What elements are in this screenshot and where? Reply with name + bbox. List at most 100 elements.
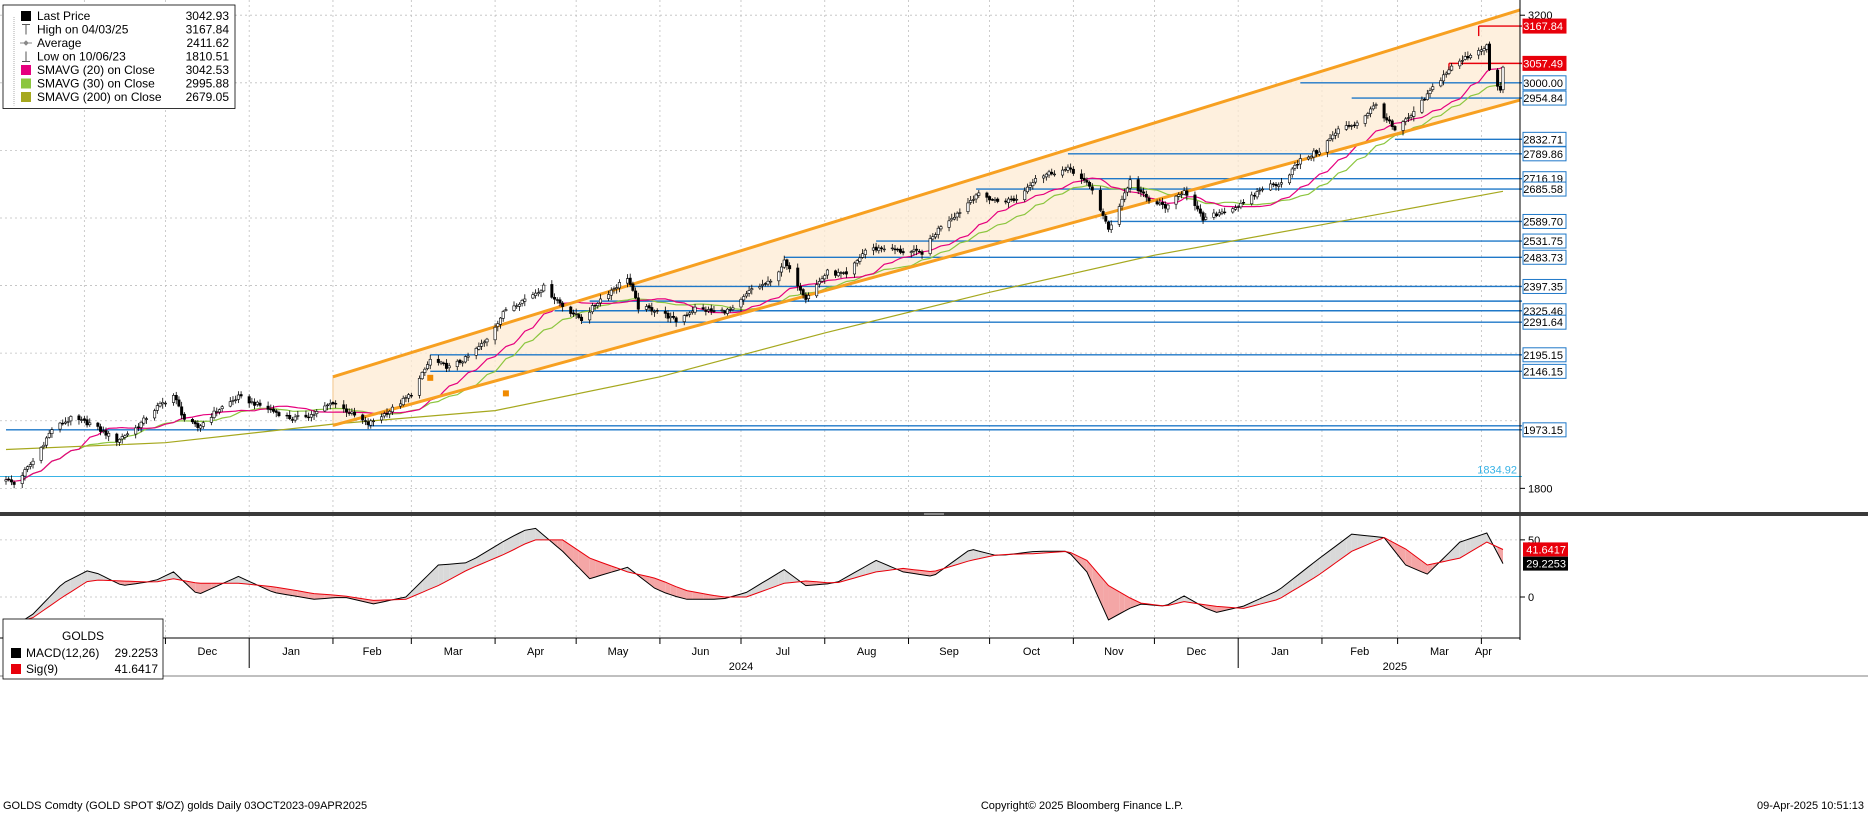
level-label-text: 2589.70 [1523, 216, 1563, 228]
macd-fill [1405, 549, 1412, 568]
candle-body [88, 422, 92, 426]
candle-body [1385, 117, 1389, 121]
candle-body [1120, 199, 1124, 207]
legend-label: High on 04/03/25 [37, 23, 129, 37]
candle-body [1296, 163, 1300, 166]
candle-body [1031, 182, 1035, 187]
candle-body [1336, 128, 1340, 135]
level-label: 3000.00 [1522, 75, 1567, 91]
candle-body [234, 399, 238, 401]
candle-body [82, 418, 86, 421]
level-label: 2954.84 [1522, 90, 1567, 106]
candle-body [1063, 169, 1067, 171]
level-label-text: 2954.84 [1523, 93, 1563, 105]
macd-fill [519, 530, 525, 547]
candle-body [861, 253, 865, 258]
candle-body [1406, 117, 1410, 119]
macd-fill [1124, 594, 1131, 612]
legend-value: 3042.53 [186, 63, 230, 77]
macd-fill [308, 592, 315, 600]
month-label: Nov [1104, 646, 1124, 658]
candle-body [42, 444, 46, 448]
macd-fill [292, 589, 298, 597]
candle-body [815, 284, 819, 297]
candle-body [1344, 125, 1348, 130]
candle-body [272, 408, 276, 412]
candle-body [196, 423, 200, 428]
candle-body [1166, 204, 1170, 210]
candle-body [966, 202, 970, 212]
macd-fill [287, 589, 293, 596]
macd-fill [481, 551, 487, 564]
macd-square-icon [11, 648, 21, 658]
candle-body [1088, 182, 1092, 187]
candle-body [569, 306, 573, 314]
candle-body [823, 275, 827, 280]
candle-body [1258, 189, 1262, 192]
candle-body [371, 420, 375, 423]
candle-body [31, 460, 35, 465]
level-label-box [1522, 75, 1567, 91]
candle-body [534, 292, 538, 296]
candle-body [898, 248, 902, 253]
candle-body [977, 192, 981, 196]
level-label-text: 2291.64 [1523, 317, 1563, 329]
candle-body [104, 430, 108, 436]
macd-fill [703, 593, 709, 600]
macd-fill [195, 582, 201, 594]
candle-body [1236, 206, 1240, 208]
macd-fill [427, 565, 439, 591]
channel-anchor-marker [502, 390, 509, 397]
candle-body [1460, 60, 1464, 62]
candle-body [328, 403, 332, 406]
macd-legend-title: GOLDS [62, 629, 104, 643]
macd-fill [1178, 595, 1185, 603]
candle-body [761, 284, 765, 286]
candle-body [542, 284, 546, 292]
macd-fill [97, 573, 104, 581]
candle-body [777, 271, 781, 282]
candle-body [501, 311, 505, 319]
candle-body [1204, 216, 1208, 220]
candle-body [504, 309, 508, 311]
candle-body [896, 248, 900, 251]
candle-body [996, 198, 1000, 202]
legend-label: SMAVG (20) on Close [37, 63, 155, 77]
candle-body [796, 267, 800, 287]
low-marker-icon [22, 51, 30, 62]
candle-body [636, 297, 640, 310]
level-label-box [1522, 249, 1567, 265]
candle-body [331, 402, 335, 405]
candle-body [939, 226, 943, 230]
macd-fill [1119, 591, 1125, 615]
candle-body [947, 220, 951, 228]
candle-body [258, 402, 262, 406]
candle-body [136, 426, 140, 428]
macd-fill [578, 550, 590, 579]
candle-body [266, 405, 270, 410]
candle-body [1161, 202, 1165, 205]
candle-body [1142, 191, 1146, 194]
macd-fill [589, 558, 596, 579]
macd-fill [967, 549, 974, 562]
candle-body [304, 414, 308, 418]
candle-body [463, 356, 467, 363]
candle-body [1355, 122, 1359, 126]
candle-body [420, 372, 424, 380]
price-legend-box [2, 4, 236, 109]
sma30-line [5, 82, 1504, 482]
candle-body [1423, 98, 1427, 101]
macd-fill [33, 602, 44, 618]
candle-body [1393, 126, 1397, 131]
candle-body [1482, 48, 1486, 52]
candle-body [971, 199, 975, 201]
candle-body [247, 396, 251, 404]
candle-body [1306, 156, 1310, 160]
square-green-icon [21, 78, 31, 89]
legend-label: SMAVG (200) on Close [37, 90, 162, 104]
macd-fill [514, 533, 520, 550]
time-axis: OctNovDecJanFebMarAprMayJunJulAugSepOctN… [0, 638, 1868, 677]
candle-body [1050, 171, 1054, 175]
candle-body [269, 408, 273, 411]
